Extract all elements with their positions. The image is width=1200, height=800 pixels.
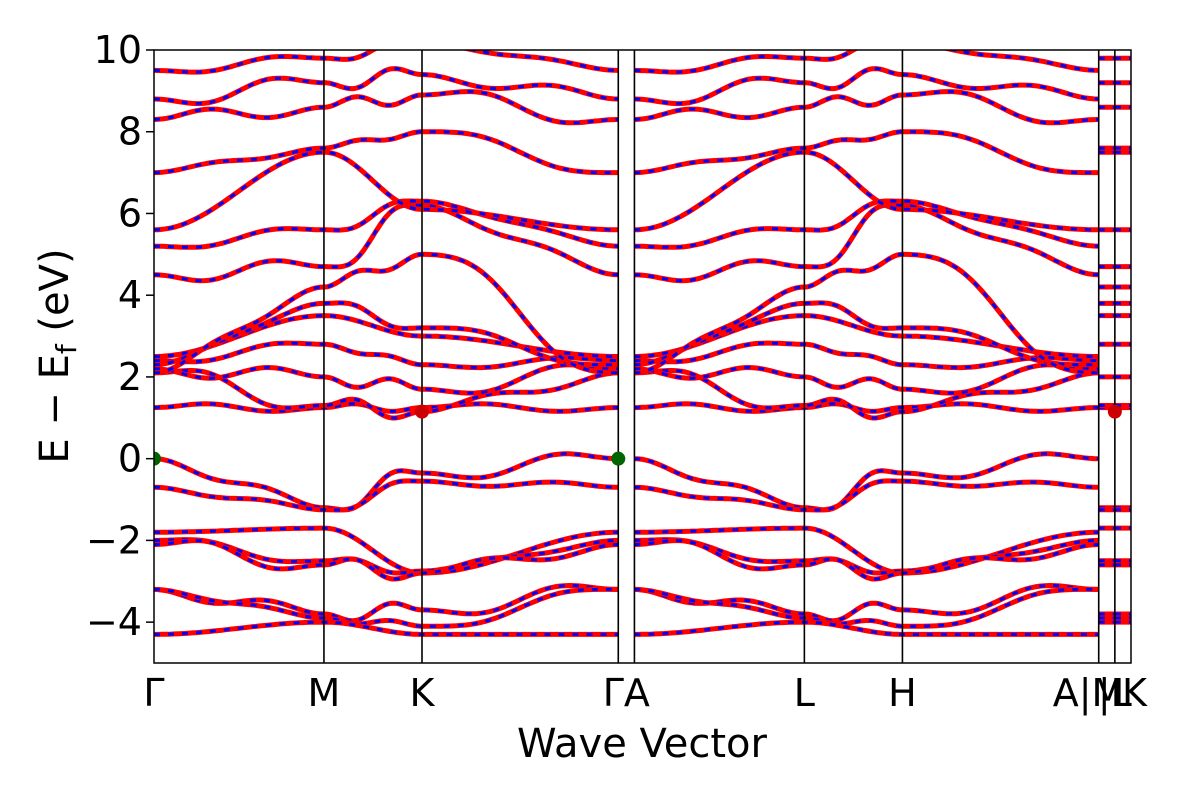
y-tick-label: −2 — [86, 518, 142, 562]
bands-layer — [154, 50, 1131, 637]
band-spin-down — [154, 89, 1131, 126]
band-spin-up — [154, 67, 1131, 106]
y-axis: −4 −2 0 2 4 6 8 10 — [86, 28, 154, 644]
band-spin-down — [154, 340, 1131, 371]
band-spin-up — [154, 199, 1131, 249]
x-tick-label: Γ — [143, 671, 164, 715]
x-tick-label: A|M — [1053, 671, 1125, 716]
cbm-marker — [1107, 404, 1122, 419]
plot-frame — [153, 49, 1132, 664]
x-tick-label: K — [1122, 671, 1148, 715]
vbm-marker — [611, 451, 626, 466]
band-spin-down — [154, 478, 1131, 513]
y-axis-title-main: E − E — [32, 354, 78, 464]
band-spin-down — [154, 202, 1131, 284]
x-tick-label: |L — [1098, 671, 1132, 716]
band-spin-down — [154, 198, 1131, 250]
y-tick-label: 8 — [118, 110, 142, 154]
cbm-marker — [414, 404, 429, 419]
y-axis-title: E − Ef (eV) — [32, 248, 83, 463]
vbm-marker — [154, 451, 161, 466]
band-spin-down — [154, 619, 1131, 637]
y-axis-title-sub: f — [50, 343, 83, 354]
band-spin-down — [154, 368, 1131, 421]
band-spin-up — [154, 583, 1131, 623]
band-spin-up — [154, 363, 1131, 395]
band-spin-up — [154, 479, 1131, 512]
band-spin-up — [154, 90, 1131, 125]
y-tick-label: 0 — [118, 437, 142, 481]
y-tick-label: 2 — [118, 355, 142, 399]
band-spin-down — [154, 586, 1131, 629]
x-tick-label: L — [794, 671, 815, 715]
y-tick-label: 4 — [118, 273, 142, 317]
band-spin-down — [154, 300, 1131, 368]
band-spin-down — [154, 149, 1131, 233]
x-tick-label: ΓA — [603, 671, 650, 715]
band-spin-down — [154, 50, 1131, 75]
band-spin-down — [154, 313, 1131, 359]
x-tick-label: K — [410, 671, 436, 715]
band-spin-up — [154, 538, 1131, 581]
x-axis-title: Wave Vector — [517, 721, 768, 767]
y-axis-title-unit: (eV) — [32, 248, 78, 344]
band-spin-up — [154, 314, 1131, 358]
y-tick-label: 6 — [118, 191, 142, 235]
band-spin-down — [154, 251, 1131, 376]
y-tick-label: 10 — [94, 28, 142, 72]
y-tick-label: −4 — [86, 600, 142, 644]
band-spin-up — [154, 526, 1131, 575]
band-spin-down — [154, 537, 1131, 576]
band-spin-down — [154, 451, 1131, 513]
band-edge-markers — [154, 404, 1122, 466]
band-spin-down — [154, 362, 1131, 396]
x-tick-label: M — [308, 671, 341, 715]
band-spin-down — [154, 129, 1131, 176]
x-tick-label: H — [888, 671, 917, 715]
x-axis: Γ M K ΓA L H A|M|LK — [143, 671, 1148, 716]
high-symmetry-lines — [323, 50, 1116, 663]
